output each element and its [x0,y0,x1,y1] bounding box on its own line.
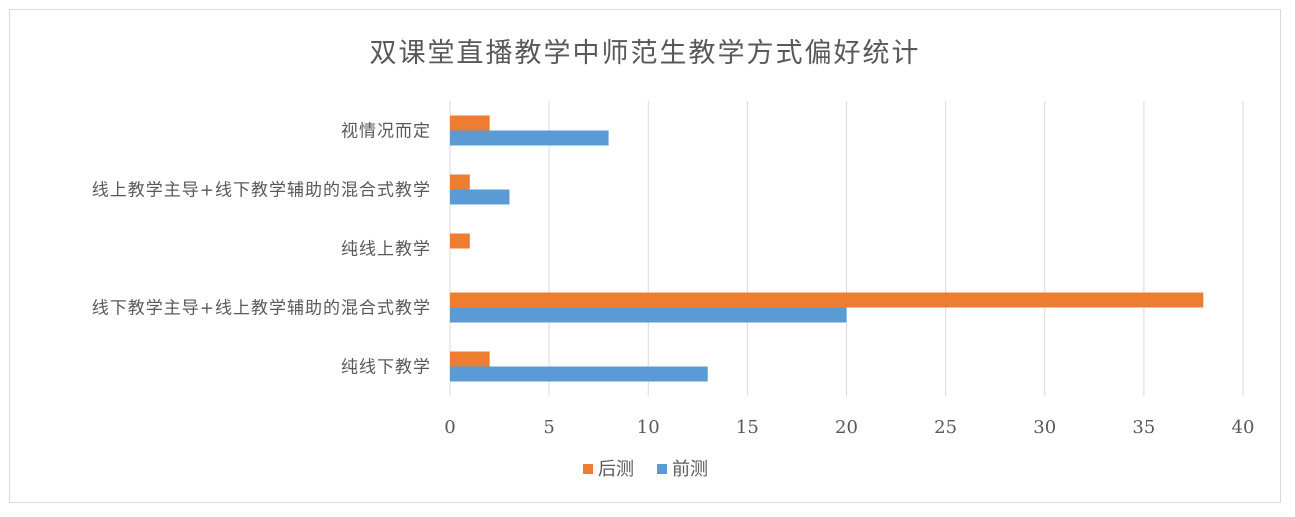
bar-post [450,292,1204,308]
category-label: 纯线上教学 [341,240,431,260]
x-tick-label: 40 [1232,417,1255,438]
bar-post [450,351,490,367]
bar-post [450,233,470,249]
category-label: 视情况而定 [341,122,431,142]
x-tick-label: 30 [1033,417,1056,438]
legend: 后测 前测 [583,459,708,480]
bar-pre [450,307,847,323]
legend-label: 后测 [598,459,634,480]
category-label: 纯线下教学 [341,358,431,378]
legend-swatch [583,464,593,474]
x-tick-label: 20 [835,417,858,438]
x-tick-label: 15 [736,417,759,438]
legend-swatch [657,464,667,474]
category-label: 线下教学主导+线上教学辅助的混合式教学 [92,299,431,319]
category-labels: 视情况而定线上教学主导+线下教学辅助的混合式教学纯线上教学线下教学主导+线上教学… [92,122,431,378]
category-label: 线上教学主导+线下教学辅助的混合式教学 [92,181,431,201]
chart-frame [9,9,1281,503]
legend-label: 前测 [672,459,708,480]
bar-pre [450,366,708,382]
x-tick-label: 5 [543,417,554,438]
x-tick-label: 0 [444,417,455,438]
chart-title: 双课堂直播教学中师范生教学方式偏好统计 [370,38,921,69]
x-tick-label: 25 [934,417,957,438]
bar-post [450,174,470,190]
x-tick-label: 10 [637,417,660,438]
bars [450,115,1204,382]
bar-post [450,115,490,131]
x-tick-labels: 0 5 10 15 20 25 30 35 40 [444,417,1254,438]
x-tick-label: 35 [1132,417,1155,438]
bar-pre [450,189,510,205]
bar-pre [450,130,609,146]
